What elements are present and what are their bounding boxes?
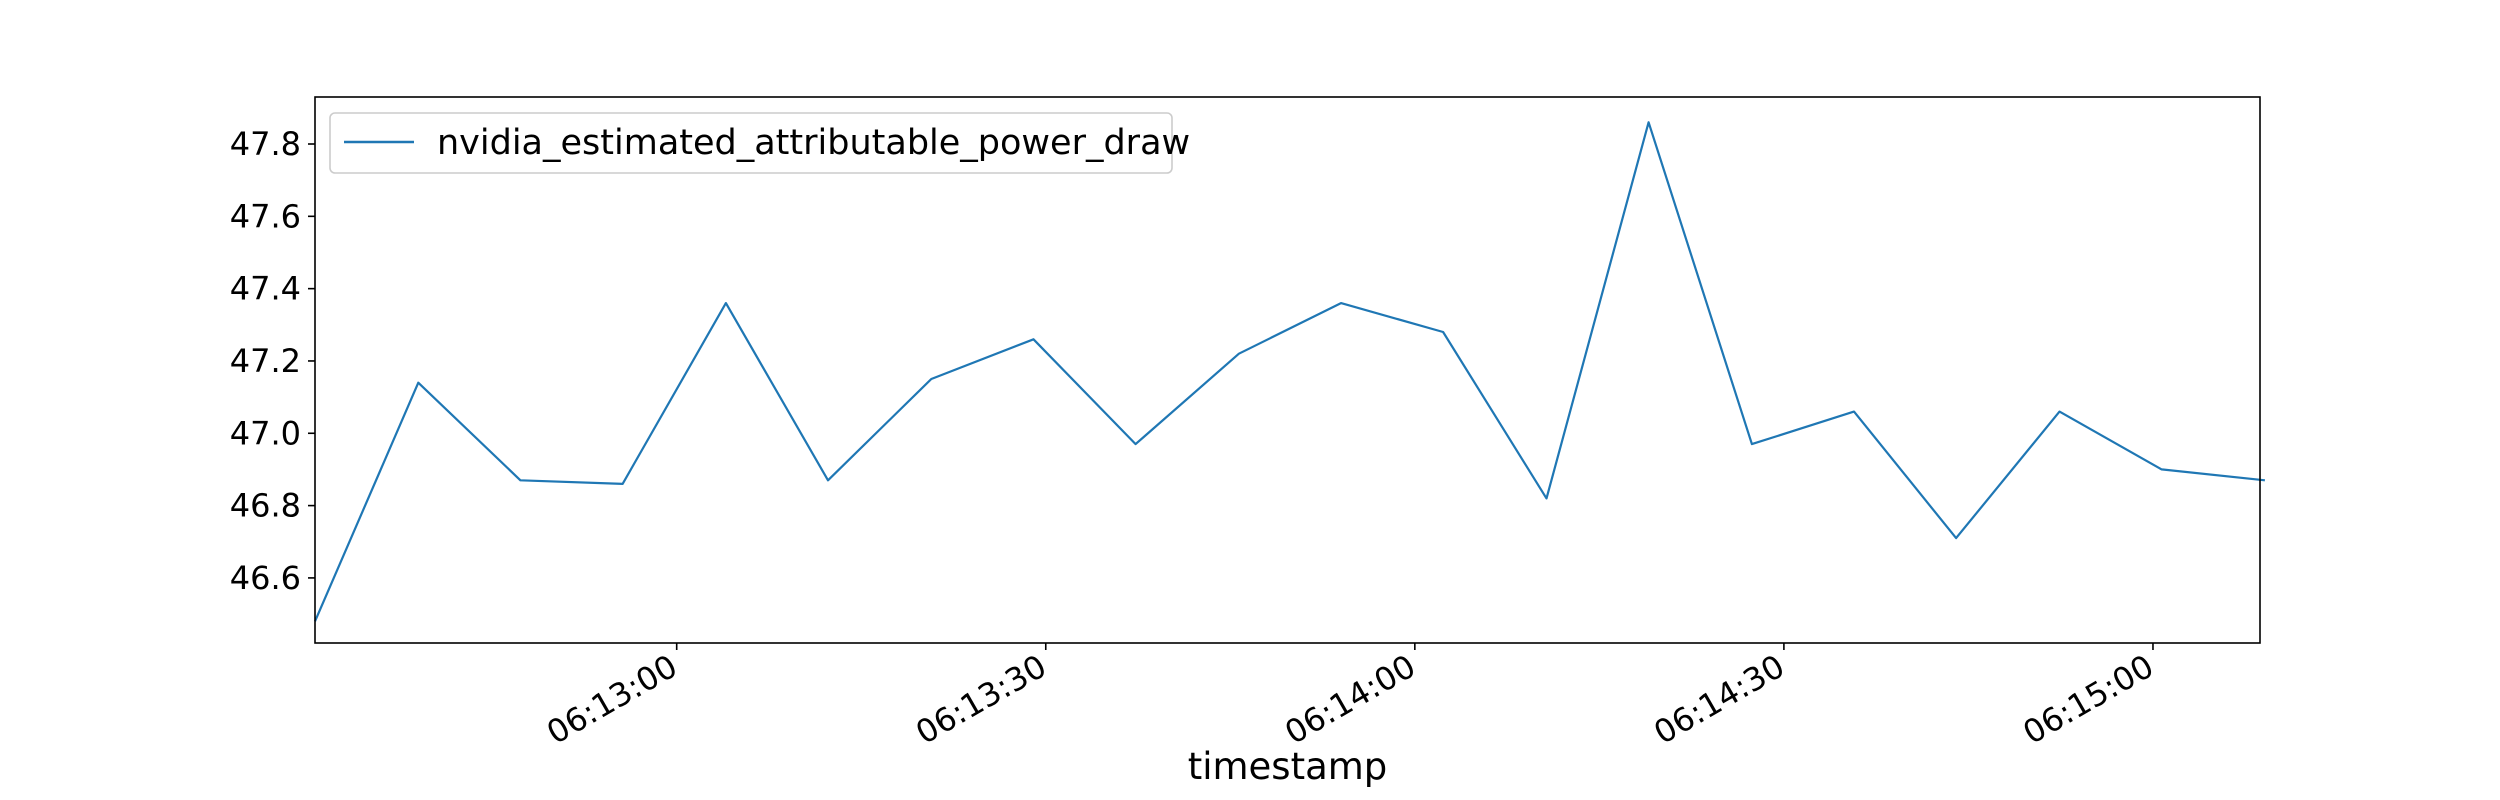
y-tick-label: 46.6 (230, 559, 301, 597)
legend-box (329, 112, 1173, 174)
legend-label: nvidia_estimated_attributable_power_draw (437, 123, 1190, 163)
y-axis: 46.6 46.8 47.0 47.2 47.4 47.6 47.8 (230, 125, 315, 597)
y-tick-label: 47.2 (230, 342, 301, 380)
y-tick-label: 47.0 (230, 414, 301, 452)
y-tick-label: 47.8 (230, 125, 301, 163)
y-tick-label: 46.8 (230, 487, 301, 525)
legend: nvidia_estimated_attributable_power_draw (329, 112, 1190, 174)
y-tick-label: 47.4 (230, 270, 301, 308)
y-tick-label: 47.6 (230, 197, 301, 235)
series-line-0 (313, 121, 2266, 622)
plot-area (313, 121, 2266, 622)
axes-frame (314, 96, 2261, 644)
x-axis-title: timestamp (1188, 745, 1388, 788)
